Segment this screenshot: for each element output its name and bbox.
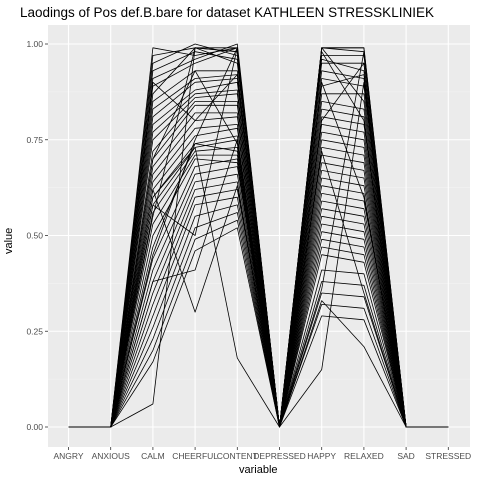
series-line-35 <box>68 227 449 428</box>
series-line-33 <box>68 212 449 428</box>
series-line-7 <box>68 47 449 428</box>
series-line-37 <box>68 81 449 428</box>
y-tick-label: 1.00 <box>26 39 43 49</box>
series-line-25 <box>68 143 449 428</box>
series-line-27 <box>68 166 449 428</box>
series-line-42 <box>68 70 449 428</box>
series-line-17 <box>68 116 449 428</box>
x-tick-label: CHEERFUL <box>172 451 218 461</box>
series-line-13 <box>68 93 449 428</box>
series-line-31 <box>68 196 449 428</box>
x-tick-label: ANGRY <box>53 451 83 461</box>
x-tick-label: RELAXED <box>344 451 384 461</box>
y-tick-label: 0.50 <box>26 231 43 241</box>
y-axis-ticks: 0.00 0.25 0.50 0.75 1.00 <box>26 39 48 432</box>
x-tick-label: ANXIOUS <box>92 451 131 461</box>
x-tick-label: DEPRESSED <box>253 451 305 461</box>
y-tick-label: 0.00 <box>26 422 43 432</box>
series-line-34 <box>68 219 449 428</box>
x-axis-ticks: ANGRY ANXIOUS CALM CHEERFULCONTENTDEPRESSED… <box>53 447 471 461</box>
y-tick-label: 0.25 <box>26 326 43 336</box>
chart-title: Laodings of Pos def.B.bare for dataset K… <box>20 5 434 20</box>
x-axis-label: variable <box>239 464 278 476</box>
series-line-41 <box>68 74 449 428</box>
x-tick-label: STRESSED <box>425 451 471 461</box>
series-lines <box>68 43 449 428</box>
series-line-39 <box>68 146 449 428</box>
series-line-44 <box>68 47 449 428</box>
x-tick-label: CONTENT <box>217 451 258 461</box>
series-line-32 <box>68 204 449 428</box>
series-line-26 <box>68 158 449 428</box>
x-tick-label: SAD <box>397 451 414 461</box>
x-tick-label: HAPPY <box>307 451 336 461</box>
x-tick-label: CALM <box>141 451 165 461</box>
y-tick-label: 0.75 <box>26 135 43 145</box>
